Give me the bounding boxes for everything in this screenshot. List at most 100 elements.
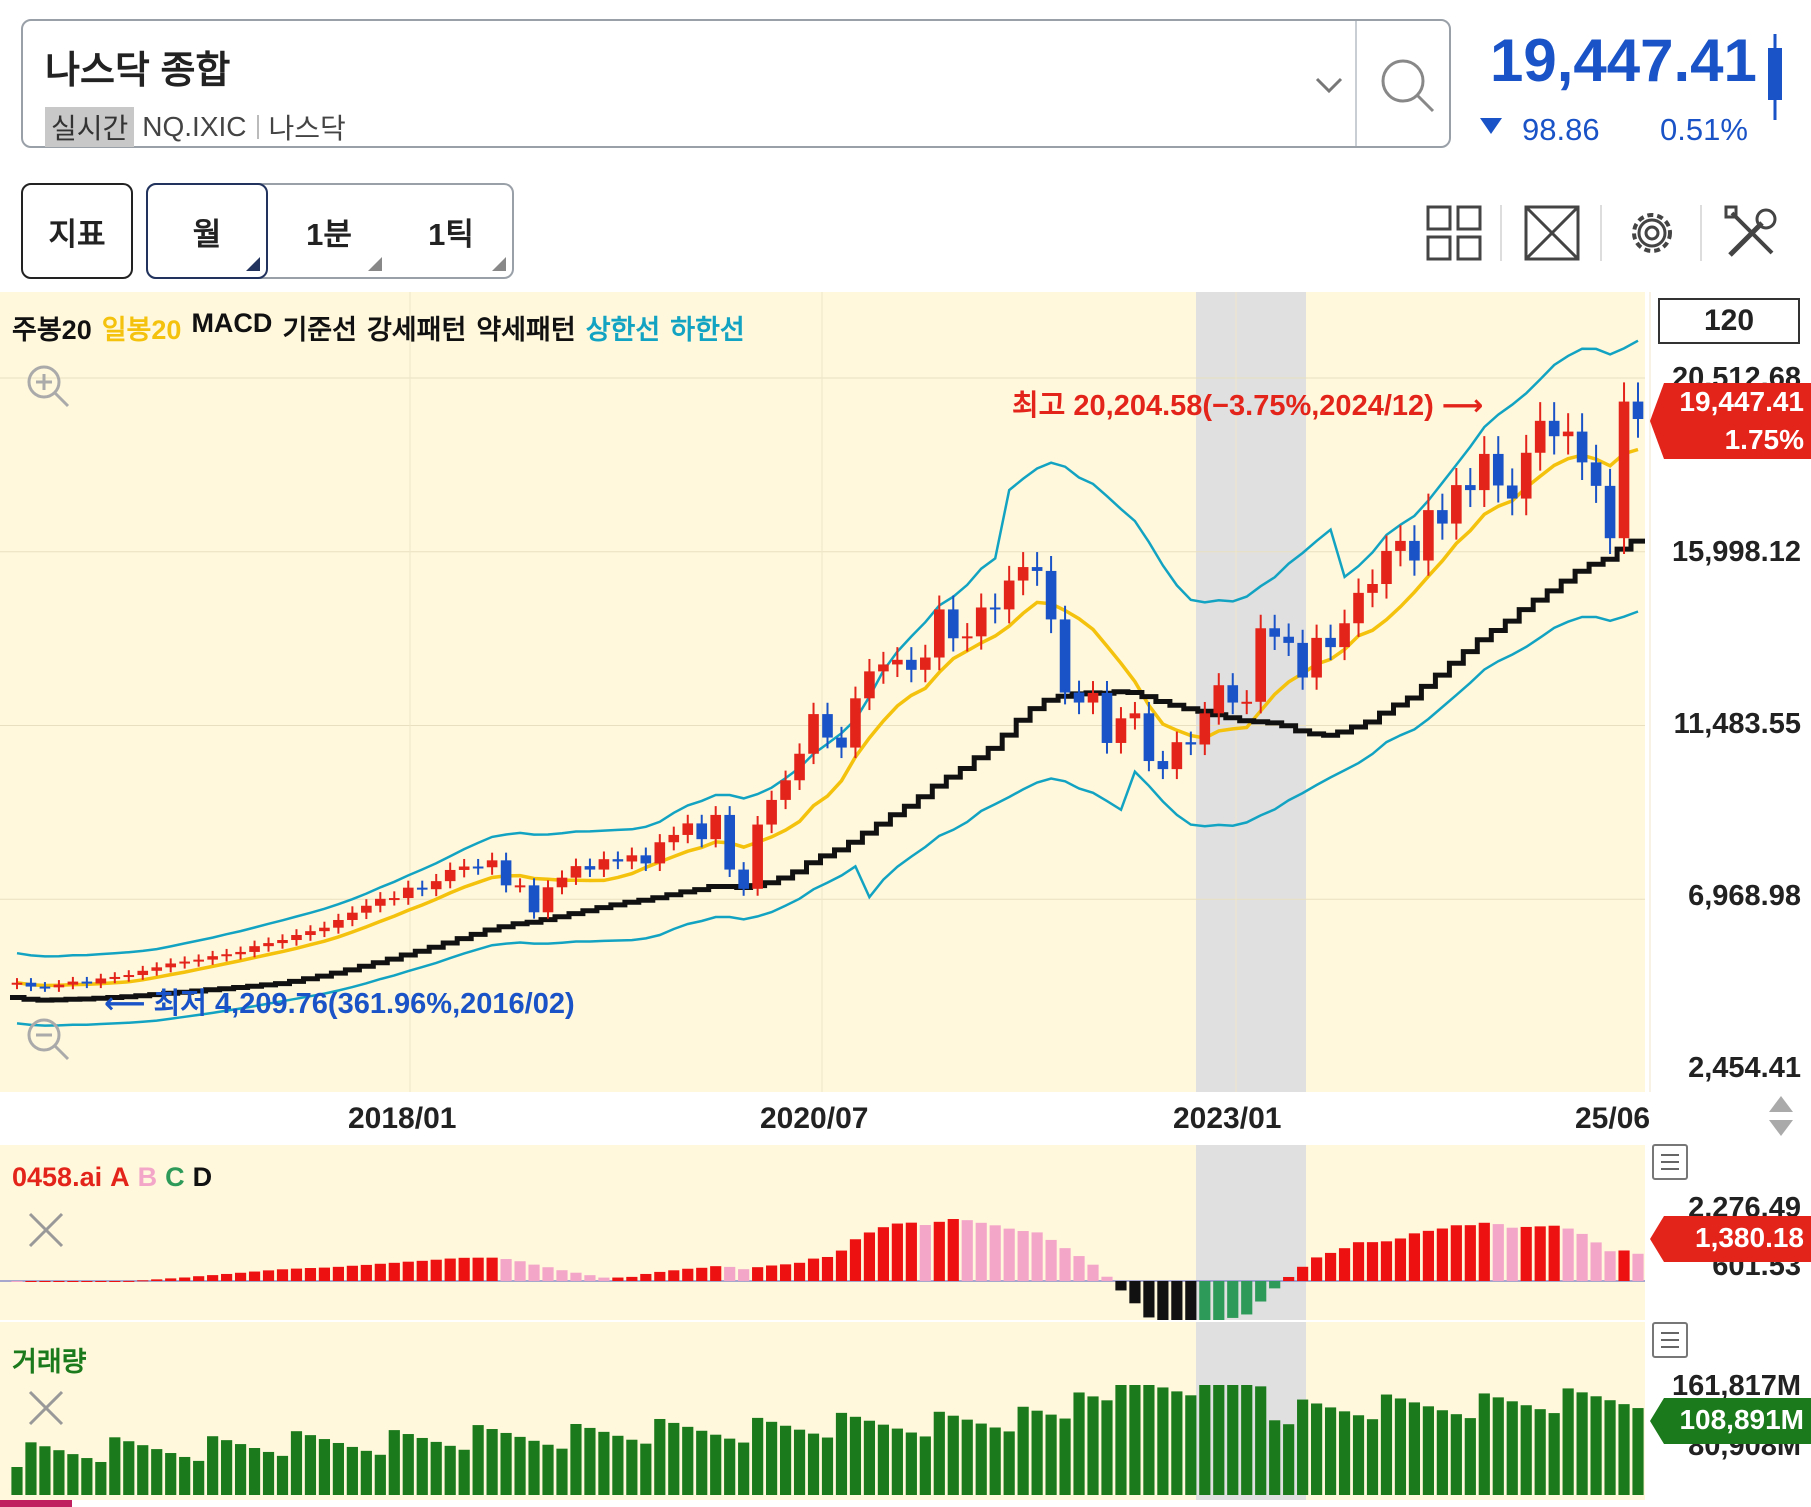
legend-baseline[interactable]: 기준선 [282, 315, 357, 345]
legend-bullish-pattern[interactable]: 강세패턴 [366, 315, 467, 345]
volume-bar [39, 1446, 51, 1495]
toolbar-divider [1500, 205, 1502, 261]
legend-daily20[interactable]: 일봉20 [101, 315, 182, 345]
menu-lines-icon [1661, 1154, 1679, 1170]
volume-bar [1478, 1393, 1490, 1495]
volume-bar [1017, 1406, 1029, 1495]
volume-bar [346, 1446, 358, 1495]
period-count-box[interactable]: 120 [1658, 298, 1800, 344]
timeframe-month-button[interactable]: 월 [146, 183, 268, 279]
indicator-bar [1338, 1248, 1351, 1281]
settings-gear-icon[interactable] [1622, 203, 1682, 263]
realtime-tag: 실시간 [45, 107, 135, 147]
indicator-bar [1213, 1281, 1225, 1320]
symbol-search-box[interactable]: 나스닥 종합 실시간 NQ.IXIC 나스닥 [21, 19, 1451, 148]
indicator-bar [360, 1264, 372, 1281]
indicator-series-c[interactable]: C [165, 1162, 185, 1192]
zoom-in-icon[interactable] [24, 362, 72, 410]
indicator-bar [123, 1280, 135, 1282]
candle-body [1506, 485, 1518, 499]
current-price-flag-value: 19,447.41 [1679, 386, 1804, 417]
indicator-bar [137, 1280, 149, 1282]
indicator-bar [346, 1265, 358, 1281]
indicator-bar [416, 1260, 428, 1281]
indicator-bar [1017, 1231, 1029, 1281]
volume-bar [514, 1436, 526, 1495]
indicator-bar [1143, 1281, 1155, 1318]
close-icon[interactable] [26, 1388, 66, 1428]
indicator-panel-chart[interactable] [0, 1145, 1811, 1320]
tools-icon[interactable] [1722, 203, 1782, 263]
candle-body [626, 855, 638, 862]
volume-bar [1394, 1398, 1407, 1495]
timeframe-1tick-button[interactable]: 1틱 [390, 185, 512, 277]
indicator-series-a[interactable]: A [110, 1162, 130, 1192]
volume-bar [179, 1456, 191, 1495]
indicator-bar [458, 1257, 470, 1281]
volume-panel-chart[interactable] [0, 1322, 1811, 1500]
volume-bar [276, 1455, 289, 1495]
candle-body [319, 927, 330, 932]
indicator-bar [570, 1272, 582, 1281]
indicator-series-b[interactable]: B [137, 1162, 158, 1192]
volume-bar [472, 1425, 484, 1495]
legend-weekly20[interactable]: 주봉20 [12, 315, 92, 345]
candle-body [109, 976, 121, 979]
indicator-bar [234, 1272, 247, 1281]
indicator-bar [1520, 1226, 1532, 1281]
volume-bar [1352, 1415, 1365, 1495]
indicator-bar [668, 1270, 680, 1281]
volume-bar [1129, 1385, 1141, 1495]
legend-upper-band[interactable]: 상한선 [585, 315, 661, 345]
zoom-out-icon[interactable] [24, 1015, 72, 1063]
fullscreen-icon[interactable] [1522, 203, 1582, 263]
candle-body [584, 866, 596, 870]
volume-bar [1618, 1404, 1630, 1495]
indicator-series-d[interactable]: D [192, 1162, 213, 1192]
legend-bearish-pattern[interactable]: 약세패턴 [476, 315, 576, 345]
indicator-bar [388, 1262, 400, 1281]
timeframe-1tick-label: 1틱 [428, 216, 474, 252]
candle-body [1590, 462, 1602, 486]
candle-body [1115, 718, 1127, 743]
legend-macd[interactable]: MACD [191, 308, 273, 338]
panel-menu-icon[interactable] [1652, 1322, 1688, 1358]
candle-body [444, 869, 456, 882]
candle-body [1003, 580, 1015, 610]
indicator-bar [1534, 1226, 1546, 1281]
volume-bar [1227, 1385, 1239, 1495]
panel-menu-icon[interactable] [1652, 1144, 1688, 1180]
indicator-background [0, 1145, 1645, 1320]
candle-body [724, 814, 735, 870]
candle-body [1143, 713, 1155, 762]
chevron-down-icon[interactable] [1309, 65, 1349, 105]
indicator-bar [1003, 1228, 1015, 1281]
candle-body [1185, 742, 1197, 745]
candle-body [1129, 713, 1141, 719]
timeframe-1min-button[interactable]: 1분 [268, 185, 390, 277]
candle-body [1353, 592, 1364, 624]
indicator-bar [332, 1266, 344, 1281]
down-triangle-icon [1480, 118, 1502, 134]
legend-lower-band[interactable]: 하한선 [670, 315, 745, 345]
candle-body [1073, 692, 1085, 703]
search-icon[interactable] [1373, 51, 1443, 121]
close-icon[interactable] [26, 1210, 66, 1250]
volume-bar [1520, 1405, 1532, 1495]
indicator-bar [640, 1273, 652, 1281]
indicator-bar [1227, 1281, 1239, 1318]
candle-body [1227, 685, 1239, 703]
candle-body [906, 659, 917, 670]
indicator-button[interactable]: 지표 [21, 183, 133, 279]
volume-value-flag-text: 108,891M [1679, 1404, 1804, 1435]
volume-bar [1101, 1400, 1113, 1495]
price-chart[interactable] [0, 292, 1811, 1092]
candle-body [1199, 713, 1211, 745]
volume-bar [807, 1433, 820, 1495]
resize-updown-icon[interactable] [1766, 1094, 1796, 1138]
candle-body [1478, 453, 1490, 491]
candle-body [710, 814, 722, 840]
layout-grid-icon[interactable] [1424, 203, 1484, 263]
candle-body [570, 866, 582, 878]
volume-bar [738, 1442, 750, 1495]
